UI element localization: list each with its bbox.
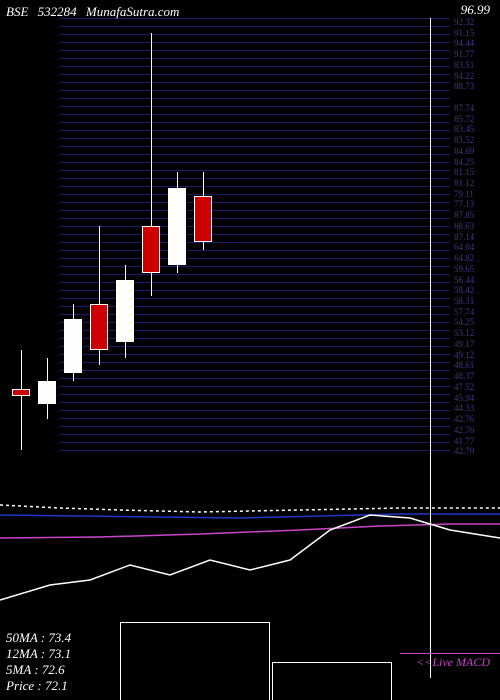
- top-price-label: 96.99: [461, 2, 490, 18]
- symbol-label: 532284: [38, 4, 77, 19]
- macd-signal-line: [400, 653, 500, 654]
- live-macd-label: <<Live MACD: [416, 655, 490, 670]
- ma12-label: 12MA : 73.1: [6, 646, 71, 662]
- macd-histogram-outline: [120, 620, 400, 700]
- site-label: MunafaSutra.com: [86, 4, 180, 19]
- price-label: Price : 72.1: [6, 678, 71, 694]
- exchange-label: BSE: [6, 4, 28, 19]
- time-cursor-line: [430, 18, 431, 678]
- indicator-lines: [0, 460, 500, 620]
- ma-readout: 50MA : 73.4 12MA : 73.1 5MA : 72.6 Price…: [6, 630, 71, 694]
- ma50-label: 50MA : 73.4: [6, 630, 71, 646]
- y-axis-labels: 92.3291.1594.4491.7783.5194.2288.7387.74…: [452, 18, 498, 458]
- price-chart: [0, 18, 450, 458]
- ma5-label: 5MA : 72.6: [6, 662, 71, 678]
- indicator-chart: [0, 460, 500, 620]
- candlesticks: [0, 18, 450, 458]
- chart-header: BSE 532284 MunafaSutra.com: [6, 4, 185, 20]
